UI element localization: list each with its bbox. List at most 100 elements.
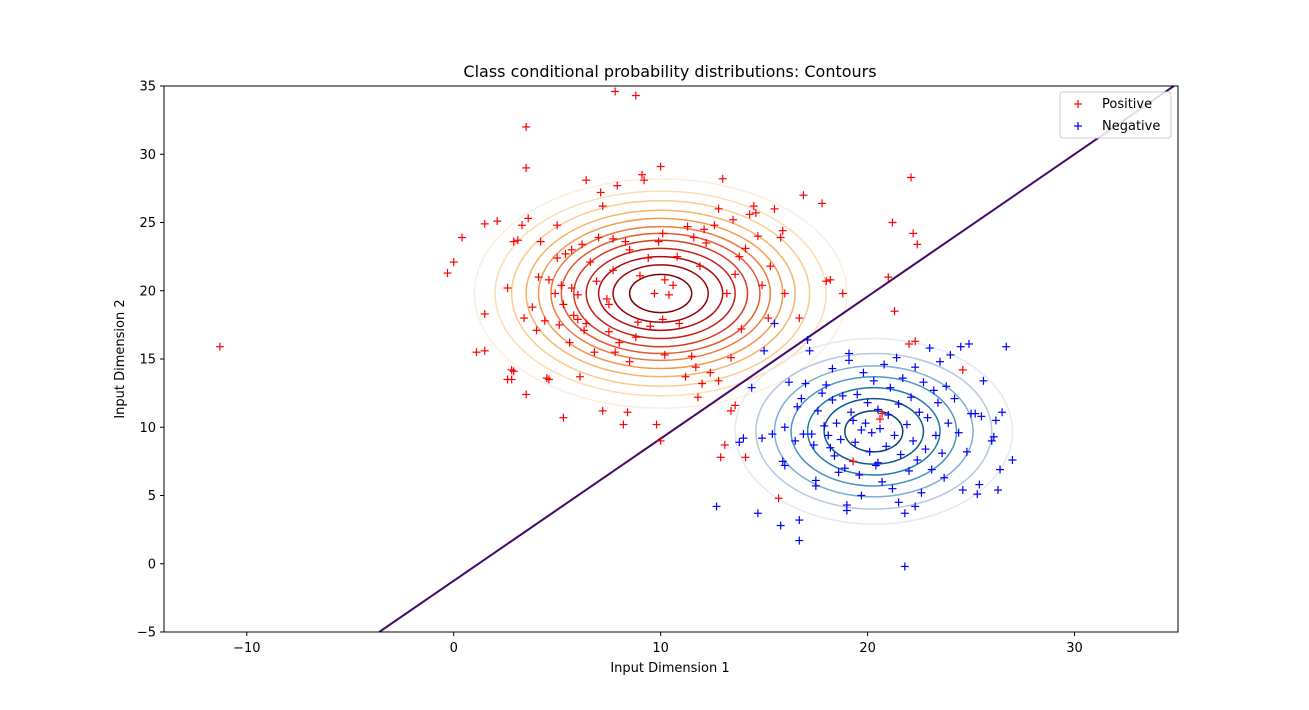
point-negative — [776, 521, 785, 530]
point-negative — [882, 442, 891, 451]
point-negative — [1008, 456, 1017, 465]
point-negative — [865, 447, 874, 456]
point-positive — [513, 236, 522, 245]
chart-title: Class conditional probability distributi… — [463, 62, 876, 81]
point-negative — [913, 456, 922, 465]
point-positive — [586, 258, 595, 267]
point-positive — [640, 176, 649, 185]
point-positive — [443, 269, 452, 278]
contour-negative-4 — [773, 365, 974, 498]
point-negative — [927, 465, 936, 474]
point-positive — [635, 271, 644, 280]
point-positive — [480, 219, 489, 228]
point-positive — [650, 289, 659, 298]
point-negative — [859, 368, 868, 377]
point-positive — [745, 210, 754, 219]
point-negative — [958, 486, 967, 495]
point-positive — [580, 326, 589, 335]
point-negative — [900, 509, 909, 518]
point-negative — [888, 484, 897, 493]
point-negative — [1002, 342, 1011, 351]
point-positive — [575, 372, 584, 381]
point-negative — [898, 374, 907, 383]
point-positive — [753, 232, 762, 241]
point-positive — [698, 379, 707, 388]
point-positive — [716, 453, 725, 462]
legend-box — [1059, 91, 1172, 139]
point-negative — [830, 451, 839, 460]
point-negative — [780, 461, 789, 470]
y-tick-label: 15 — [139, 353, 156, 368]
y-axis-label: Input Dimension 2 — [113, 299, 128, 418]
point-positive — [555, 320, 564, 329]
y-tick-label: 0 — [148, 557, 156, 572]
point-positive — [631, 91, 640, 100]
point-positive — [710, 221, 719, 230]
contour-positive-2 — [597, 255, 724, 332]
y-tick-label: 5 — [148, 489, 156, 504]
point-positive — [876, 415, 885, 424]
point-negative — [915, 408, 924, 417]
point-negative — [844, 349, 853, 358]
contour-positive-4 — [572, 239, 749, 348]
point-positive — [660, 350, 669, 359]
point-negative — [896, 450, 905, 459]
point-negative — [909, 436, 918, 445]
contour-negative-3 — [790, 375, 958, 487]
point-negative — [770, 319, 779, 328]
point-positive — [720, 440, 729, 449]
point-negative — [834, 468, 843, 477]
legend-label-negative: Negative — [1102, 119, 1160, 134]
contour-positive-3 — [585, 247, 736, 340]
point-positive — [656, 436, 665, 445]
point-positive — [472, 348, 481, 357]
point-negative — [923, 413, 932, 422]
point-positive — [660, 275, 669, 284]
point-negative — [847, 408, 856, 417]
point-negative — [838, 391, 847, 400]
point-negative — [919, 378, 928, 387]
point-positive — [687, 352, 696, 361]
point-negative — [933, 398, 942, 407]
point-positive — [818, 199, 827, 208]
point-positive — [578, 240, 587, 249]
point-negative — [987, 436, 996, 445]
point-positive — [590, 348, 599, 357]
point-positive — [714, 376, 723, 385]
point-positive — [573, 290, 582, 299]
point-positive — [611, 348, 620, 357]
point-positive — [749, 202, 758, 211]
point-positive — [731, 401, 740, 410]
legend-marker-positive — [1074, 100, 1082, 108]
point-positive — [609, 266, 618, 275]
point-positive — [652, 420, 661, 429]
point-positive — [528, 303, 537, 312]
point-negative — [863, 398, 872, 407]
point-positive — [729, 215, 738, 224]
point-positive — [780, 289, 789, 298]
point-negative — [954, 428, 963, 437]
legend-marker-positive-plus — [1074, 100, 1082, 108]
point-negative — [892, 353, 901, 362]
decision-boundary-line — [378, 86, 1175, 632]
point-negative — [890, 431, 899, 440]
point-negative — [962, 447, 971, 456]
point-positive — [664, 290, 673, 299]
legend-label-positive: Positive — [1102, 97, 1152, 112]
legend-marker-negative-plus — [1074, 122, 1082, 130]
point-positive — [613, 181, 622, 190]
point-positive — [758, 281, 767, 290]
point-negative — [747, 383, 756, 392]
point-negative — [820, 421, 829, 430]
point-positive — [644, 253, 653, 262]
point-negative — [857, 491, 866, 500]
point-negative — [795, 516, 804, 525]
point-negative — [801, 379, 810, 388]
point-positive — [654, 237, 663, 246]
point-negative — [811, 481, 820, 490]
point-positive — [544, 375, 553, 384]
point-negative — [844, 356, 853, 365]
point-positive — [731, 270, 740, 279]
decision-boundary-layer — [378, 86, 1175, 632]
